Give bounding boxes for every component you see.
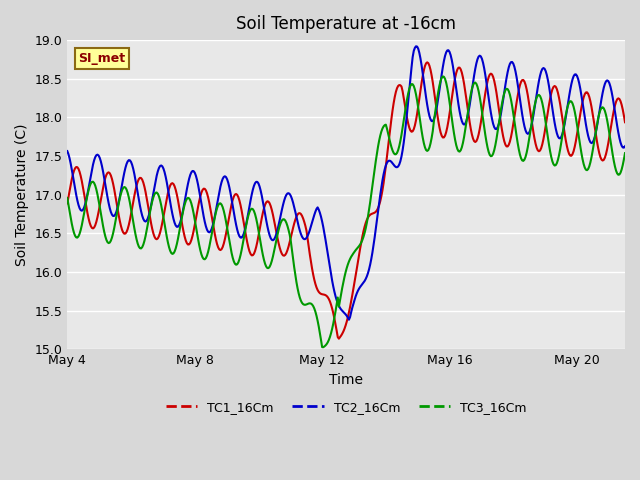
- Text: SI_met: SI_met: [79, 52, 125, 65]
- Legend: TC1_16Cm, TC2_16Cm, TC3_16Cm: TC1_16Cm, TC2_16Cm, TC3_16Cm: [161, 396, 532, 419]
- Y-axis label: Soil Temperature (C): Soil Temperature (C): [15, 123, 29, 266]
- X-axis label: Time: Time: [329, 372, 363, 387]
- Title: Soil Temperature at -16cm: Soil Temperature at -16cm: [236, 15, 456, 33]
